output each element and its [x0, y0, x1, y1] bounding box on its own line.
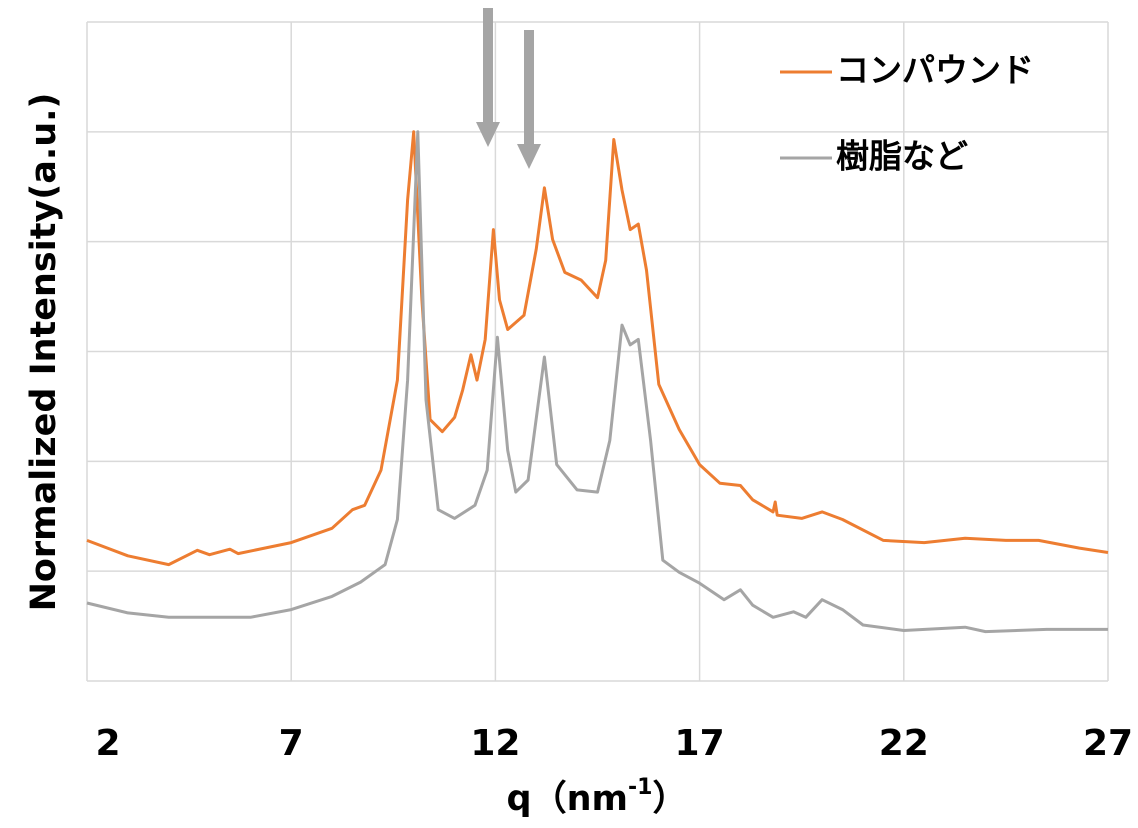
x-tick-label: 12	[470, 723, 520, 764]
x-tick-label: 2	[95, 723, 120, 764]
x-tick-label: 7	[279, 723, 304, 764]
x-axis-label-part: ）	[652, 779, 687, 819]
arrow	[524, 30, 534, 148]
y-axis-label: Normalized Intensity(a.u.)	[24, 93, 64, 612]
plot	[86, 130, 1109, 634]
arrow-head	[476, 122, 500, 147]
legend-label: 樹脂など	[836, 137, 968, 176]
x-tick-label: 17	[675, 723, 725, 764]
arrow-head	[517, 144, 541, 169]
x-tick-labels: 2 7 12 17 22 27	[95, 723, 1133, 764]
arrow	[483, 8, 493, 126]
legend-label: コンパウンド	[836, 51, 1034, 90]
x-tick-label: 27	[1083, 723, 1133, 764]
line	[86, 130, 1109, 567]
arrows	[476, 8, 541, 169]
x-tick-label: 22	[879, 723, 929, 764]
line	[86, 130, 1108, 634]
x-axis-label-part: q（nm	[507, 779, 628, 819]
grid	[86, 21, 1109, 682]
x-axis-label: q（nm-1）	[507, 775, 688, 820]
x-axis-label-part: -1	[628, 775, 652, 800]
